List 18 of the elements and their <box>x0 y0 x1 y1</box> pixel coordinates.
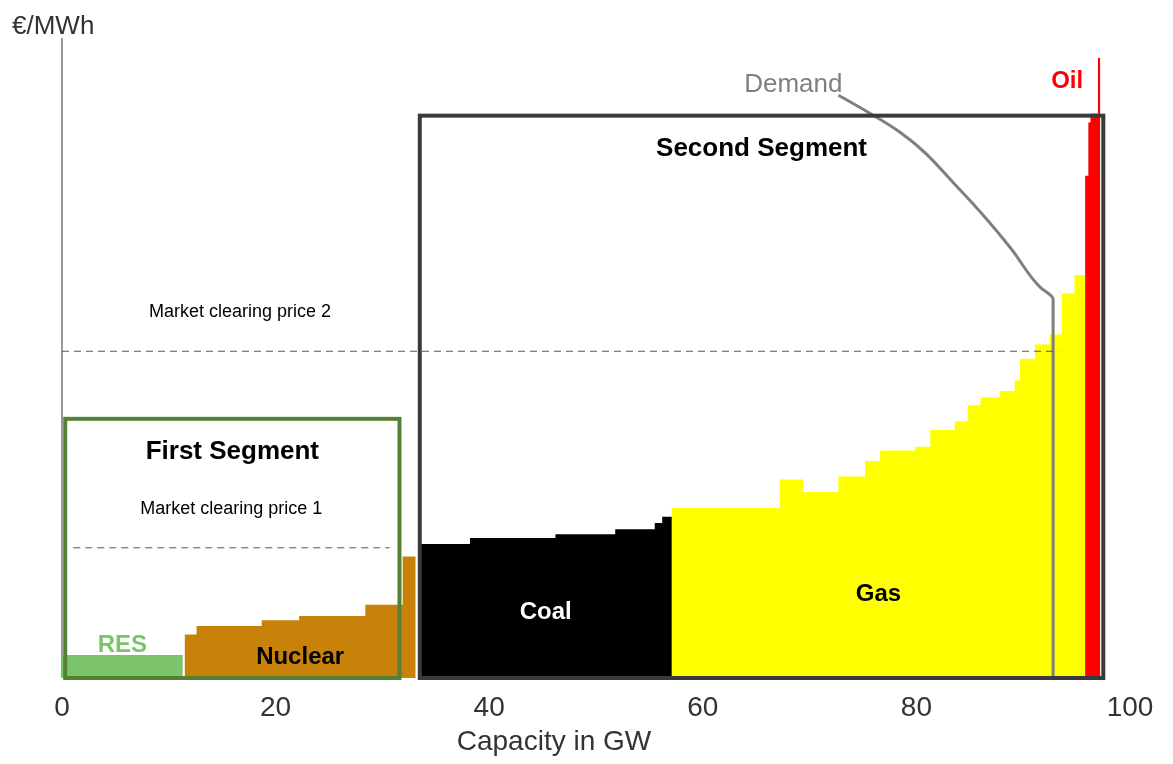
x-tick-label: 80 <box>900 691 932 722</box>
x-tick-label: 60 <box>687 691 719 722</box>
series-label: Nuclear <box>256 642 345 670</box>
x-axis-title: Capacity in GW <box>456 725 652 756</box>
series-label: Demand <box>744 68 843 99</box>
y-axis-title: €/MWh <box>12 10 95 40</box>
x-tick-label: 40 <box>473 691 505 722</box>
series-label: RES <box>97 630 148 658</box>
x-tick-label: 0 <box>54 691 70 722</box>
x-tick-label: 100 <box>1106 691 1154 722</box>
series-label: Coal <box>519 597 572 625</box>
x-tick-label: 20 <box>260 691 292 722</box>
ref-line-label: Market clearing price 2 <box>148 301 332 322</box>
annotation: First Segment <box>145 434 320 465</box>
series-label: Oil <box>1051 66 1084 93</box>
series-label: Gas <box>855 579 902 607</box>
ref-line-label: Market clearing price 1 <box>140 497 323 518</box>
annotation: Second Segment <box>656 131 868 162</box>
